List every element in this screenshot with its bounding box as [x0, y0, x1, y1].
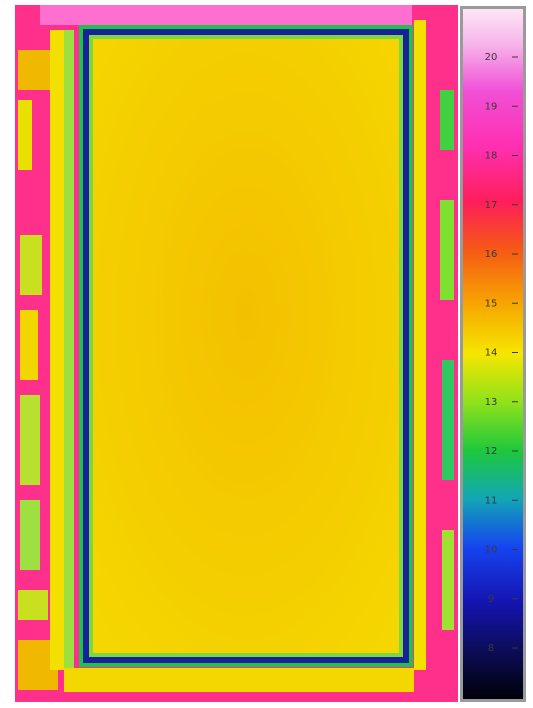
tick-label: 10 [485, 545, 498, 556]
tick-label: 15 [485, 298, 498, 309]
thermal-scene: 20 19 18 17 16 15 14 13 12 11 10 9 8 [0, 0, 533, 708]
tick-label: 20 [485, 52, 498, 63]
tick-label: 19 [485, 101, 498, 112]
tick-label: 9 [488, 594, 494, 605]
tick-label: 14 [485, 348, 498, 359]
tick-label: 12 [485, 446, 498, 457]
panel [93, 39, 399, 653]
bottom-strip [64, 668, 414, 692]
tick-label: 17 [485, 200, 498, 211]
frame-top [40, 5, 412, 25]
tick-label: 16 [485, 249, 498, 260]
page: 201918171615141312111098 (() => { const … [0, 0, 533, 708]
tick-label: 18 [485, 151, 498, 162]
tick-label: 13 [485, 397, 498, 408]
tick-label: 11 [485, 495, 498, 506]
tick-label: 8 [488, 643, 494, 654]
